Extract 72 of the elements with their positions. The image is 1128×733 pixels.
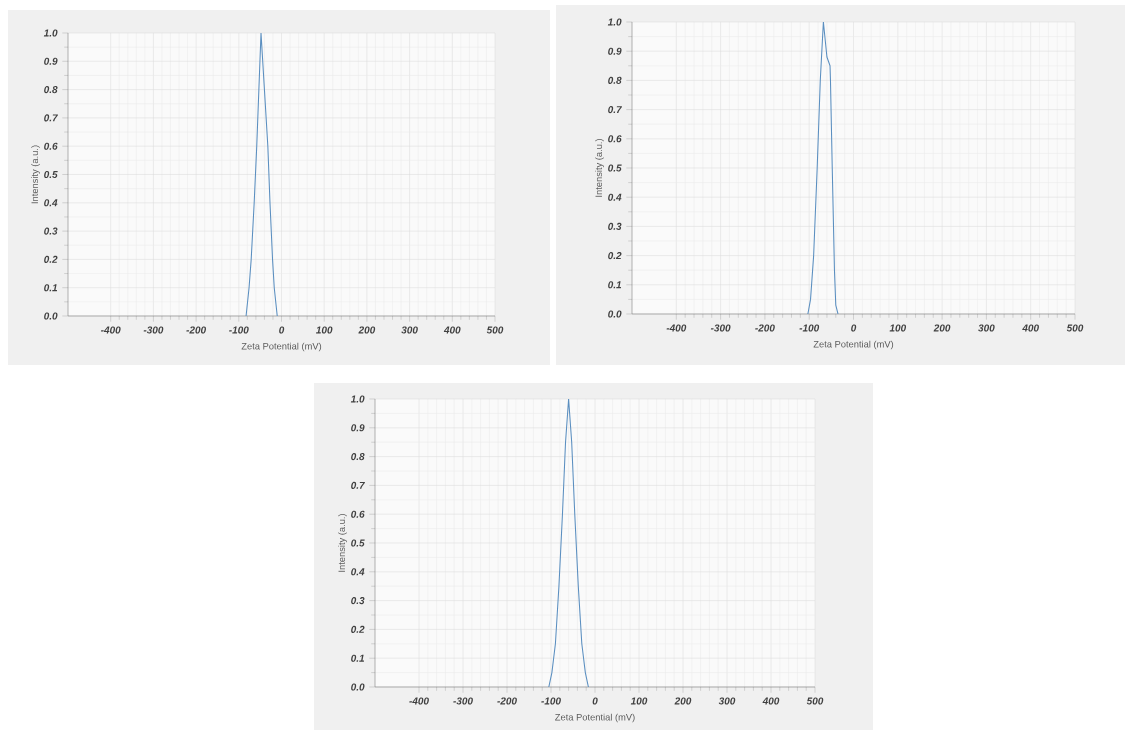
x-tick-label: -200 [755,324,775,332]
y-tick-label: 0.1 [608,281,622,289]
x-tick-label: 0 [851,324,857,332]
x-tick-label: -300 [710,324,731,332]
x-tick-label: 300 [718,697,736,705]
y-tick-label: 0.5 [44,170,58,179]
y-tick-label: 0.0 [351,683,365,691]
y-tick-label: 0.7 [351,481,365,489]
line-series [807,22,839,314]
x-tick-label: 400 [762,697,780,705]
x-tick-label: -100 [799,324,820,332]
y-tick-label: 0.6 [608,135,622,143]
x-tick-label: 200 [933,324,951,332]
x-axis-title: Zeta Potential (mV) [555,713,635,723]
x-tick-label: 500 [1066,324,1084,332]
y-tick-label: 0.5 [351,539,365,547]
y-tick-label: 0.6 [351,510,365,518]
x-tick-label: -200 [497,697,517,705]
x-tick-label: 100 [889,324,907,332]
y-tick-label: 0.4 [608,193,622,201]
y-tick-label: 0.3 [351,597,365,605]
y-tick-label: 0.6 [44,142,58,150]
y-axis-title: Intensity (a.u.) [31,145,40,204]
x-tick-label: -400 [100,326,121,334]
y-tick-label: 0.2 [44,255,58,263]
x-tick-label: 200 [674,697,692,705]
x-tick-label: -400 [666,324,687,332]
y-tick-label: 0.9 [351,424,365,432]
y-tick-label: 0.0 [44,312,58,320]
y-tick-label: 0.4 [44,199,58,207]
y-tick-label: 0.7 [44,114,58,122]
x-axis-title: Zeta Potential (mV) [241,342,322,352]
x-tick-label: 0 [279,326,285,334]
y-axis-title: Intensity (a.u.) [338,514,347,572]
y-tick-label: 1.0 [43,29,58,37]
y-tick-label: 0.9 [608,47,622,55]
x-tick-label: 400 [1022,324,1039,332]
x-tick-label: 300 [401,326,418,334]
x-tick-label: 200 [358,326,376,334]
y-tick-label: 0.9 [44,57,58,65]
y-axis-title: Intensity (a.u.) [595,139,604,197]
x-tick-label: 100 [630,697,648,705]
y-tick-label: 0.5 [608,164,622,172]
x-tick-label: -300 [143,326,164,334]
y-tick-label: 0.3 [44,227,58,235]
y-tick-label: 0.8 [351,453,365,461]
x-axis-title: Zeta Potential (mV) [813,340,894,350]
y-tick-label: 0.2 [351,625,365,633]
y-tick-label: 1.0 [350,395,365,403]
y-tick-label: 0.8 [608,76,622,84]
x-tick-label: -300 [453,697,473,705]
y-tick-label: 0.8 [44,86,58,94]
line-series [245,33,278,316]
y-tick-label: 0.2 [608,252,622,260]
y-tick-label: 0.7 [608,106,622,114]
x-tick-label: -200 [186,326,207,334]
y-tick-label: 1.0 [607,18,622,26]
y-tick-label: 0.0 [608,310,622,318]
x-tick-label: -100 [541,697,561,705]
x-tick-label: -100 [229,326,249,334]
x-tick-label: 500 [486,326,504,334]
x-tick-label: 300 [978,324,995,332]
x-tick-label: 100 [316,326,333,334]
y-tick-label: 0.1 [351,654,365,662]
y-tick-label: 0.4 [351,568,365,576]
y-tick-label: 0.3 [608,222,622,230]
x-tick-label: -400 [409,697,429,705]
line-series [548,399,589,687]
x-tick-label: 400 [443,326,461,334]
y-tick-label: 0.1 [44,284,58,292]
x-tick-label: 500 [806,697,824,705]
x-tick-label: 0 [592,697,598,705]
